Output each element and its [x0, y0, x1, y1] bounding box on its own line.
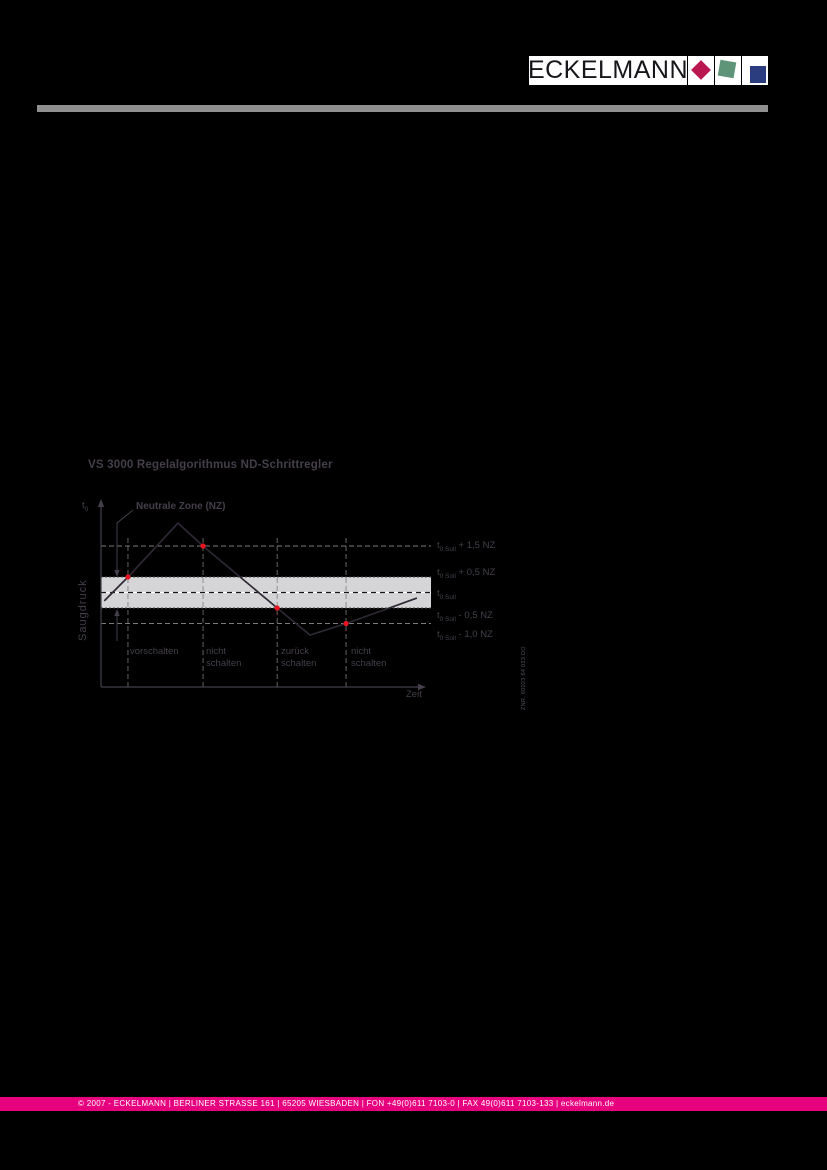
- chart-canvas: [97, 499, 431, 691]
- magenta-diamond-icon: [691, 60, 711, 80]
- level-label-plus-0-5-nz: t0 Soll + 0,5 NZ: [437, 567, 496, 580]
- region-label-nicht-schalten-1: nicht schalten: [206, 646, 242, 670]
- y-axis-arrowhead: [97, 499, 105, 507]
- footer-text: © 2007 - ECKELMANN | BERLINER STRASSE 16…: [78, 1099, 615, 1108]
- x-axis-arrowhead: [418, 683, 426, 691]
- region-label-nicht-schalten-2: nicht schalten: [351, 646, 387, 670]
- t0-base: t: [82, 500, 85, 511]
- drawing-number: ZNR. 60023 64 033 DO: [521, 646, 527, 710]
- level-rest: - 1,0 NZ: [455, 629, 493, 640]
- level-sub: 0 Soll: [439, 593, 456, 601]
- y-axis-top-label: t0: [82, 500, 89, 513]
- switch-point-dot: [274, 605, 280, 611]
- chart-title: VS 3000 Regelalgorithmus ND-Schrittregle…: [88, 459, 333, 471]
- neutral-zone-label: Neutrale Zone (NZ): [136, 501, 226, 512]
- event-dashed-lines: [127, 538, 347, 687]
- y-axis-label: Saugdruck: [77, 579, 89, 641]
- logo-wordmark: ECKELMANN: [529, 56, 687, 85]
- regulation-algorithm-chart: VS 3000 Regelalgorithmus ND-Schrittregle…: [77, 458, 550, 718]
- region-label-zurueck-schalten: zurück schalten: [281, 646, 317, 670]
- level-rest: - 0,5 NZ: [455, 610, 493, 621]
- suction-pressure-curve: [103, 521, 418, 636]
- nz-arrow-down: [114, 570, 120, 577]
- header-divider-bar: [37, 105, 768, 112]
- level-sub: 0 Soll: [439, 572, 456, 580]
- switch-point-dot: [125, 574, 131, 580]
- switch-point-markers: [125, 543, 349, 627]
- level-base: t: [437, 567, 440, 578]
- level-rest: + 1,5 NZ: [455, 540, 496, 551]
- footer-bar: © 2007 - ECKELMANN | BERLINER STRASSE 16…: [0, 1097, 827, 1111]
- nz-leader-line: [116, 509, 134, 571]
- level-label-minus-0-5-nz: t0 Soll - 0,5 NZ: [437, 610, 493, 623]
- level-label-plus-1-5-nz: t0 Soll + 1,5 NZ: [437, 540, 496, 553]
- level-base: t: [437, 588, 440, 599]
- level-label-minus-1-0-nz: t0 Soll - 1,0 NZ: [437, 629, 493, 642]
- blue-square-icon: [750, 66, 766, 83]
- switch-point-dot: [200, 543, 206, 549]
- level-sub: 0 Soll: [439, 545, 456, 553]
- logo-square-box-1: [688, 56, 714, 85]
- level-sub: 0 Soll: [439, 634, 456, 642]
- green-square-icon: [717, 59, 737, 79]
- switch-point-dot: [343, 620, 349, 627]
- level-label-setpoint: t0 Soll: [437, 588, 456, 601]
- level-sub: 0 Soll: [439, 615, 456, 623]
- level-base: t: [437, 629, 440, 640]
- region-label-vorschalten: vorschalten: [130, 646, 179, 657]
- t0-sub: 0: [84, 505, 89, 513]
- level-base: t: [437, 540, 440, 551]
- level-base: t: [437, 610, 440, 621]
- eckelmann-logo: ECKELMANN: [529, 56, 768, 85]
- logo-square-box-3: [742, 56, 768, 85]
- nz-arrow-up: [114, 609, 120, 616]
- logo-square-box-2: [715, 56, 741, 85]
- x-axis-label: Zeit: [406, 689, 422, 700]
- level-rest: + 0,5 NZ: [455, 567, 496, 578]
